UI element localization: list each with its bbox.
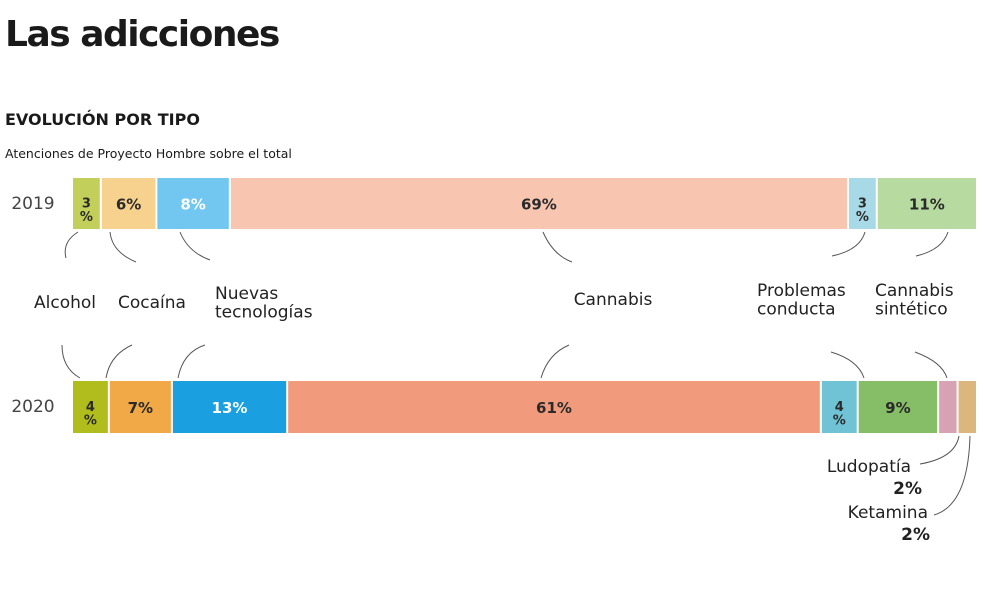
connector-line [179,231,211,261]
bar-segment-2020-cocaina [109,381,171,433]
connector-line [540,344,570,379]
category-label-cocaina: Cocaína [118,293,186,313]
value-label-2020-problemas-conducta: 4% [833,400,846,429]
value-label-2019-nuevas-tecnologias: 8% [180,196,205,214]
value-label-2019-cannabis-sintetico: 11% [909,196,945,214]
bar-segment-2019-cannabis [230,178,847,229]
bar-segment-2019-problemas-conducta [848,178,876,229]
connector-line [61,344,81,379]
value-label-2020-ludopatia: 2% [893,479,922,499]
category-label-ludopatia: Ludopatía [827,457,911,477]
chart-subtitle: EVOLUCIÓN POR TIPO [5,110,200,129]
value-label-2020-ketamina: 2% [901,525,930,545]
category-label-problemas-conducta: Problemas conducta [757,281,846,320]
year-label-2019: 2019 [11,194,54,214]
connector-line [109,231,137,263]
connector-line [177,344,206,379]
value-label-2019-problemas-conducta: 3% [856,197,869,226]
bar-segment-2019-cannabis-sintetico [877,178,976,229]
connector-line [830,351,865,379]
value-label-2019-alcohol: 3% [80,197,93,226]
connector-line [105,344,133,379]
value-label-2019-cannabis: 69% [521,196,557,214]
category-label-cannabis: Cannabis [574,290,653,310]
connector-line [542,231,573,263]
bar-segment-2019-alcohol [73,178,100,229]
category-label-alcohol: Alcohol [34,293,96,313]
year-label-2020: 2020 [11,397,54,417]
value-label-2020-cannabis-sintetico: 9% [885,399,910,417]
connector-line [64,231,79,259]
connector-line [914,351,948,379]
category-label-ketamina: Ketamina [848,503,928,523]
chart-title: Las adicciones [5,14,280,55]
connector-line-ketamina [933,435,971,516]
bar-segment-2020-ketamina [958,381,976,433]
connector-line-ludopatia [919,435,960,465]
chart-note: Atenciones de Proyecto Hombre sobre el t… [5,146,292,161]
value-label-2020-cannabis: 61% [536,399,572,417]
bar-segment-2020-nuevas-tecnologias [172,381,287,433]
bar-segment-2020-ludopatia [939,381,957,433]
bar-segment-2020-alcohol [73,381,108,433]
category-label-cannabis-sintetico: Cannabis sintético [875,281,954,320]
category-label-nuevas-tecnologias: Nuevas tecnologías [215,284,313,323]
bar-segment-2020-problemas-conducta [821,381,857,433]
connector-line [831,231,866,257]
bar-segment-2020-cannabis [288,381,820,433]
value-label-2019-cocaina: 6% [116,196,141,214]
bar-segment-2019-nuevas-tecnologias [157,178,229,229]
value-label-2020-nuevas-tecnologias: 13% [212,399,248,417]
value-label-2020-cocaina: 7% [128,399,153,417]
bar-segment-2019-cocaina [101,178,156,229]
bar-segment-2020-cannabis-sintetico [858,381,938,433]
connector-line [915,231,949,257]
value-label-2020-alcohol: 4% [84,400,97,429]
